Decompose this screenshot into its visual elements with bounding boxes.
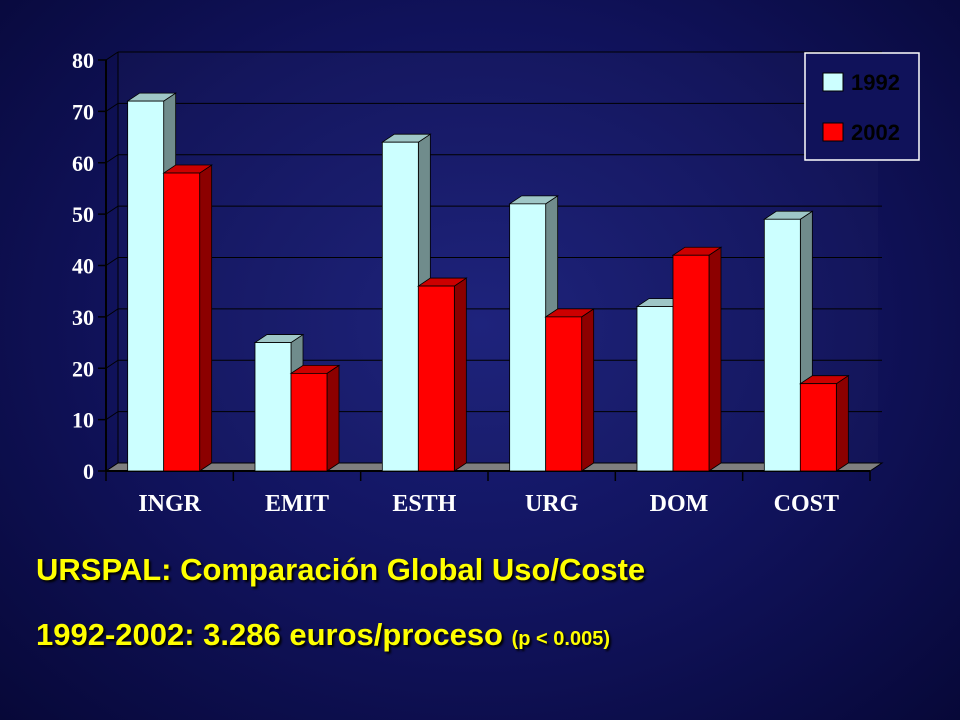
x-tick-label-ingr: INGR [138,491,201,517]
y-tick-label: 40 [72,254,94,279]
gridline-side [105,359,119,369]
gridline-side [105,102,119,112]
caption-title: URSPAL: Comparación Global Uso/Coste [36,552,646,587]
x-tick-label-dom: DOM [650,491,709,517]
bar-side-ingr-2002 [199,164,213,472]
gridlines [105,51,882,421]
bar-emit-1992 [254,342,292,472]
caption-subtitle: 1992-2002: 3.286 euros/proceso (p < 0.00… [36,617,610,653]
gridline-side [105,257,119,266]
gridline-side [105,154,119,164]
bar-emit-2002 [290,372,328,472]
bar-esth-2002 [417,285,455,472]
legend-swatch-1992 [822,72,844,92]
caption-subtitle-note: (p < 0.005) [511,628,611,650]
y-tick-label: 30 [72,305,94,330]
bar-side-cost-2002 [835,374,849,472]
gridline-side [105,411,119,421]
legend-swatch-2002 [822,122,844,142]
bar-dom-2002 [672,254,710,472]
bars [126,92,850,472]
bar-ingr-1992 [127,100,165,472]
bar-side-dom-2002 [708,246,722,472]
bar-cost-1992 [763,218,801,472]
y-tick-label: 80 [72,48,94,73]
y-tick-label: 70 [72,99,94,124]
bar-urg-2002 [545,316,583,472]
y-tick-label: 0 [83,459,94,484]
x-axis-labels: INGR EMIT ESTH URG DOM COST [105,471,871,517]
gridline-side [105,205,119,215]
caption-subtitle-main: 1992-2002: 3.286 euros/proceso [36,617,503,652]
bar-side-esth-2002 [453,277,467,472]
x-tick-label-urg: URG [525,491,579,517]
bar-ingr-2002 [163,172,201,472]
x-tick-label-emit: EMIT [265,491,329,517]
bar-side-emit-2002 [326,364,340,472]
legend-label-1992: 1992 [851,70,900,95]
bar-side-urg-2002 [581,308,595,472]
legend: 1992 2002 [804,52,920,161]
y-axis-ticks: 0 10 20 30 40 50 60 70 80 [72,48,106,484]
legend-label-2002: 2002 [851,120,900,145]
bar-cost-2002 [799,383,837,472]
bar-esth-1992 [381,141,419,472]
y-tick-label: 60 [72,151,94,176]
y-tick-label: 50 [72,202,94,227]
y-tick-label: 20 [72,356,94,381]
x-tick-label-esth: ESTH [392,491,456,517]
bar-dom-1992 [636,306,674,472]
gridline-side [105,308,119,318]
y-tick-label: 10 [72,408,94,433]
gridline-side [105,51,119,61]
x-tick-label-cost: COST [774,491,839,517]
legend-box [804,52,920,161]
bar-urg-1992 [509,203,547,472]
